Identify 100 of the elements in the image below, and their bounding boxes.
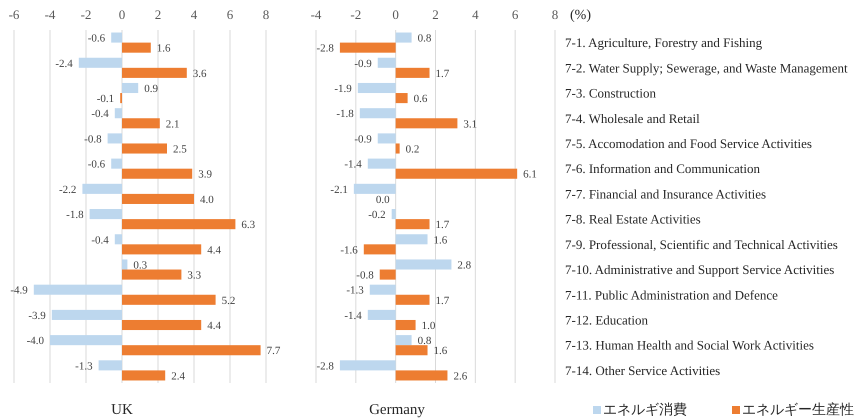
- data-label: -0.4: [91, 108, 110, 120]
- data-label: 1.6: [434, 234, 448, 246]
- data-label: 3.6: [192, 68, 208, 80]
- text: Germany: [369, 402, 426, 418]
- y-tick-label: 7-6. Information and Communication: [565, 161, 760, 176]
- y-tick-label: 7-14. Other Service Activities: [565, 362, 720, 378]
- bar: [396, 320, 416, 330]
- bar: [111, 158, 122, 169]
- bar: [370, 284, 396, 295]
- y-tick-label: 7-9. Professional, Scientific and Technical Activities: [565, 236, 838, 252]
- x-tick-label: -6: [8, 7, 20, 22]
- data-label: 0.8: [418, 335, 432, 348]
- data-label: 1.7: [436, 219, 450, 232]
- data-label: -1.8: [336, 108, 354, 120]
- y-tick-label: 7-1. Agriculture, Forestry and Fishing: [565, 35, 763, 50]
- data-label: -0.9: [354, 58, 372, 70]
- bar: [354, 184, 396, 194]
- bar: [122, 370, 166, 380]
- bar: [108, 133, 122, 144]
- y-tick-label: 7-10. Administrative and Support Service Activities: [565, 262, 834, 278]
- x-tick-label: 6: [512, 7, 519, 22]
- y-tick-label: 7-13. Human Health and Social Work Activities: [565, 338, 814, 353]
- bar: [396, 68, 430, 78]
- bar: [396, 259, 452, 270]
- data-label: -3.9: [28, 310, 46, 322]
- data-label: 0.3: [133, 259, 148, 272]
- data-label: 1.7: [436, 294, 450, 307]
- x-tick-label: 0: [392, 7, 399, 22]
- data-label: -2.1: [330, 184, 348, 196]
- data-label: -2.8: [316, 360, 334, 372]
- bar: [122, 244, 202, 254]
- data-label: 1.6: [156, 42, 172, 55]
- x-tick-label: -2: [350, 7, 362, 22]
- x-tick-label: 8: [262, 7, 270, 22]
- data-label: 4.4: [207, 244, 222, 256]
- data-label: 0.2: [406, 144, 420, 156]
- data-label: 2.5: [173, 144, 188, 156]
- data-label: 3.1: [463, 118, 478, 130]
- data-label: 1.7: [436, 68, 450, 80]
- bar: [378, 58, 396, 68]
- data-label: 4.4: [207, 320, 222, 332]
- data-label: -1.9: [334, 82, 352, 95]
- y-tick-label: 7-11. Public Administration and Defence: [565, 287, 778, 302]
- bar: [396, 335, 412, 346]
- bar: [380, 270, 396, 280]
- bar: [52, 310, 122, 320]
- bar: [396, 294, 430, 305]
- x-tick-label: 0: [118, 7, 126, 22]
- bar: [392, 209, 396, 220]
- bar: [368, 310, 396, 320]
- data-label: 6.3: [241, 219, 256, 232]
- data-label: 0.6: [414, 93, 428, 106]
- legend-label: エネルギー生産性: [742, 401, 854, 417]
- data-label: -1.3: [75, 360, 94, 372]
- bar: [98, 360, 122, 370]
- y-tick-label: 7-4. Wholesale and Retail: [565, 110, 700, 126]
- data-label: 1.0: [422, 320, 436, 332]
- x-tick-label: 4: [190, 7, 198, 22]
- data-label: -0.8: [356, 270, 374, 282]
- bar: [396, 32, 412, 43]
- data-label: -0.2: [368, 209, 386, 222]
- bar: [90, 209, 122, 220]
- bar: [396, 118, 458, 128]
- bar: [34, 284, 122, 295]
- bar: [122, 168, 192, 179]
- bar: [122, 219, 236, 230]
- data-label: 2.1: [166, 118, 180, 130]
- bar: [122, 143, 167, 154]
- bar: [396, 219, 430, 230]
- bar: [378, 133, 396, 144]
- data-label: -2.8: [316, 42, 334, 55]
- x-tick-label: 6: [226, 7, 234, 22]
- bar: [122, 42, 151, 53]
- data-label: -0.4: [91, 234, 110, 246]
- bar: [50, 335, 122, 346]
- data-label: -4.9: [10, 284, 28, 297]
- data-label: -0.8: [84, 133, 102, 146]
- bar: [340, 42, 396, 53]
- data-label: 2.4: [171, 370, 186, 382]
- data-label: 7.7: [266, 345, 281, 358]
- bar: [364, 244, 396, 254]
- data-label: -4.0: [26, 335, 44, 348]
- bar: [368, 158, 396, 169]
- x-tick-label: 2: [154, 7, 162, 22]
- bar: [360, 108, 396, 118]
- bar: [122, 320, 202, 330]
- data-label: -1.6: [340, 244, 358, 256]
- bar: [122, 194, 194, 204]
- bar: [114, 234, 122, 244]
- data-label: -1.4: [344, 310, 362, 322]
- x-tick-label: 2: [432, 7, 439, 22]
- bar: [396, 93, 408, 104]
- data-label: -1.3: [346, 284, 364, 297]
- bar: [114, 108, 122, 118]
- bar: [122, 82, 138, 94]
- bar: [82, 184, 122, 194]
- data-label: -0.1: [96, 93, 114, 106]
- data-label: -0.6: [88, 158, 106, 171]
- bar: [122, 118, 160, 128]
- data-label: 1.6: [434, 345, 448, 358]
